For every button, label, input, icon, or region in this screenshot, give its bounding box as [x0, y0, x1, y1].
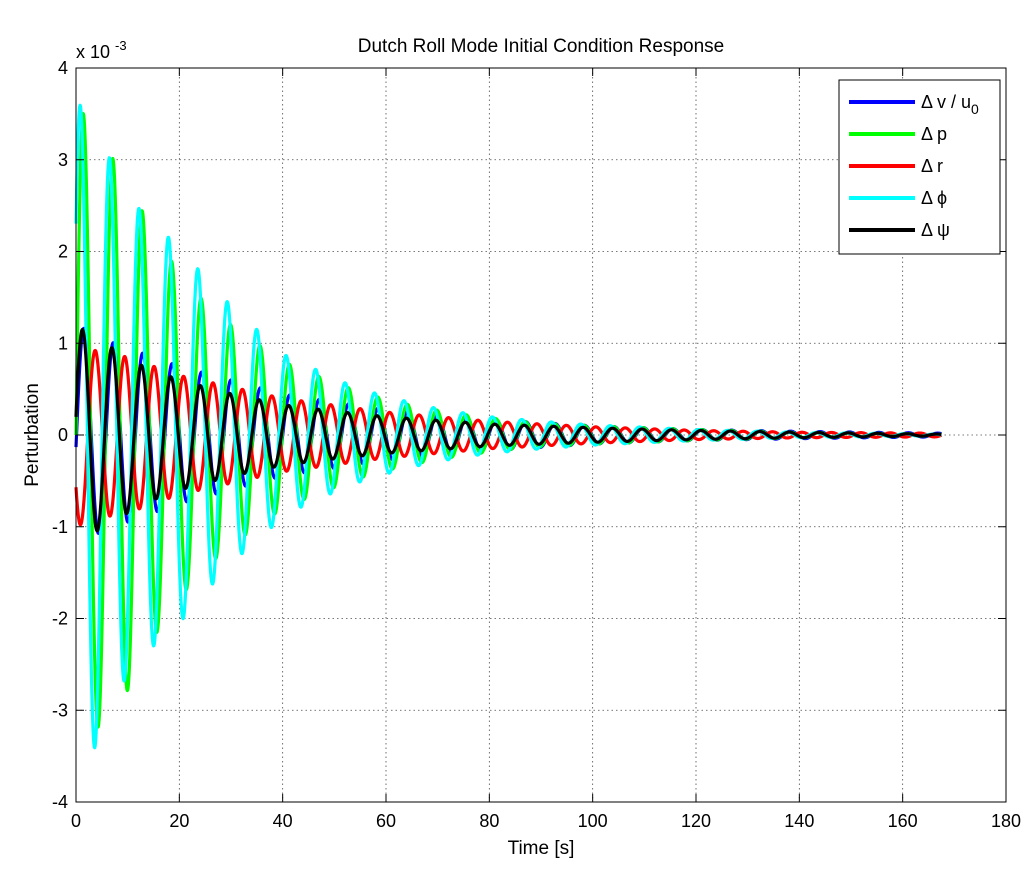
legend-label-2: Δ r	[921, 156, 943, 176]
legend-label-0: Δ v / u0	[921, 92, 979, 117]
y-axis-label: Perturbation	[22, 383, 43, 487]
x-tick-label-9: 180	[991, 811, 1021, 831]
plot-area	[74, 103, 943, 750]
y-tick-label-3: -1	[52, 517, 68, 537]
x-tick-label-2: 40	[273, 811, 293, 831]
y-axis-multiplier: x 10 -3	[76, 38, 127, 62]
x-tick-label-4: 80	[479, 811, 499, 831]
x-tick-label-0: 0	[71, 811, 81, 831]
legend-label-4: Δ ψ	[921, 220, 950, 240]
y-multiplier-exponent: -3	[115, 38, 127, 53]
legend: Δ v / u0 Δ p Δ r Δ ϕ Δ ψ	[838, 79, 1001, 255]
chart-title: Dutch Roll Mode Initial Condition Respon…	[358, 36, 724, 57]
x-tick-label-6: 120	[681, 811, 711, 831]
svg-text:x 10 -3: x 10 -3	[76, 38, 127, 62]
y-tick-label-4: 0	[58, 425, 68, 445]
tick-labels: 0 20 40 60 80 100 120 140 160 180 -4 -3 -2 -1 0 1 2 3 4	[52, 58, 1021, 831]
y-tick-label-8: 4	[58, 58, 68, 78]
ticks	[75, 67, 1007, 803]
y-tick-label-1: -3	[52, 700, 68, 720]
y-tick-label-5: 1	[58, 333, 68, 353]
x-tick-label-7: 140	[784, 811, 814, 831]
x-tick-label-3: 60	[376, 811, 396, 831]
y-tick-label-7: 3	[58, 150, 68, 170]
x-tick-label-5: 100	[578, 811, 608, 831]
legend-label-3: Δ ϕ	[921, 188, 947, 208]
y-tick-label-0: -4	[52, 792, 68, 812]
y-tick-label-6: 2	[58, 242, 68, 262]
series-line-4	[74, 327, 943, 533]
y-multiplier-base: x 10	[76, 42, 110, 62]
x-tick-label-1: 20	[169, 811, 189, 831]
x-tick-label-8: 160	[888, 811, 918, 831]
x-axis-label: Time [s]	[508, 838, 575, 859]
y-tick-label-2: -2	[52, 609, 68, 629]
legend-label-1: Δ p	[921, 124, 947, 144]
